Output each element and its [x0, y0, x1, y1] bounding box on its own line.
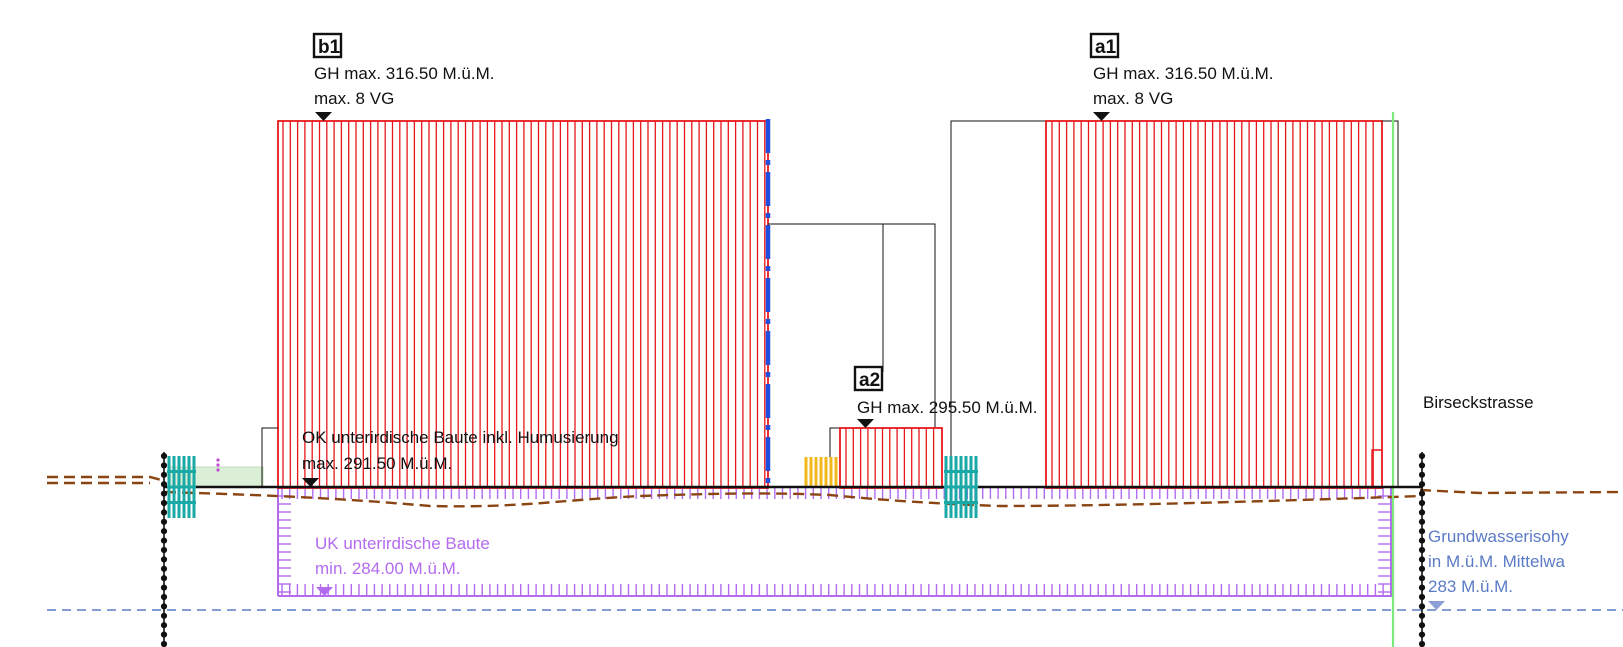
svg-text:a1: a1: [1095, 37, 1117, 58]
tag-a1: a1: [1089, 32, 1120, 59]
underground-bottom-value: min. 284.00 M.ü.M.: [315, 559, 461, 578]
underground-top-label: OK unterirdische Baute inkl. Humusierung: [302, 428, 619, 447]
a1-height-label: GH max. 316.50 M.ü.M.: [1093, 64, 1273, 83]
level-marker-underground-top: [302, 478, 319, 487]
level-marker-b1: [315, 112, 332, 121]
tag-a2: a2: [853, 365, 884, 392]
groundwater-label-3: 283 M.ü.M.: [1428, 577, 1513, 596]
building-b1: [261, 120, 769, 489]
svg-text:b1: b1: [318, 37, 341, 58]
b1-floors-label: max. 8 VG: [314, 89, 394, 108]
underground-top-value: max. 291.50 M.ü.M.: [302, 454, 452, 473]
property-boundary-right: [1418, 452, 1426, 647]
shrub-symbol: [804, 457, 838, 487]
level-marker-a2: [857, 419, 874, 428]
underground-structure: [277, 488, 1393, 597]
level-marker-underground-bottom: [316, 587, 333, 596]
street-label: Birseckstrasse: [1423, 393, 1534, 412]
tree-symbol-left: [167, 456, 196, 518]
level-marker-groundwater: [1428, 601, 1445, 610]
building-a2: [839, 427, 943, 489]
b1-height-label: GH max. 316.50 M.ü.M.: [314, 64, 494, 83]
tag-b1: b1: [312, 32, 343, 59]
svg-text:a2: a2: [859, 370, 880, 391]
property-boundary-left: [160, 452, 168, 647]
vegetation-marker: [216, 458, 220, 472]
a2-height-label: GH max. 295.50 M.ü.M.: [857, 398, 1037, 417]
groundwater-label-2: in M.ü.M. Mittelwa: [1428, 552, 1566, 571]
underground-bottom-label: UK unterirdische Baute: [315, 534, 490, 553]
connector-lines: [768, 223, 936, 488]
terrain-line: [47, 475, 1623, 508]
building-a1: [950, 120, 1399, 489]
tree-symbol-middle: [944, 456, 978, 518]
groundwater-label-1: Grundwasserisohy: [1428, 527, 1569, 546]
a1-floors-label: max. 8 VG: [1093, 89, 1173, 108]
level-marker-a1: [1093, 112, 1110, 121]
